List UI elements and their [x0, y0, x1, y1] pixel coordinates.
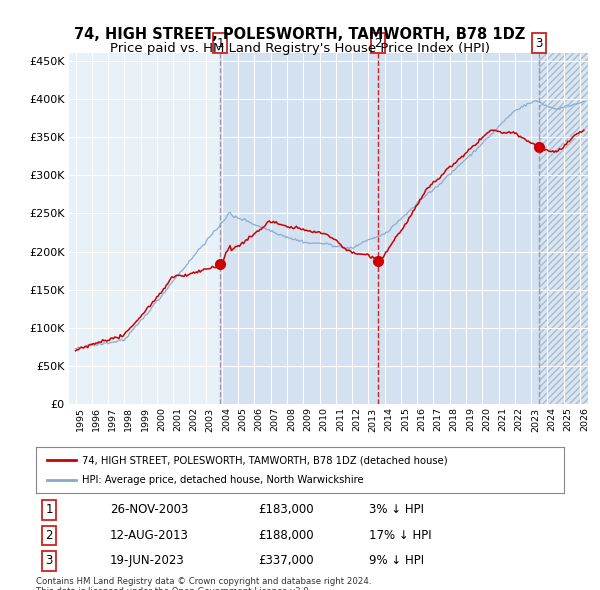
Text: 17% ↓ HPI: 17% ↓ HPI	[368, 529, 431, 542]
Text: Contains HM Land Registry data © Crown copyright and database right 2024.
This d: Contains HM Land Registry data © Crown c…	[36, 577, 371, 590]
Text: 2007: 2007	[271, 408, 280, 431]
Text: 2012: 2012	[352, 408, 361, 431]
Text: 12-AUG-2013: 12-AUG-2013	[110, 529, 189, 542]
Text: 2010: 2010	[320, 408, 329, 431]
Text: 74, HIGH STREET, POLESWORTH, TAMWORTH, B78 1DZ (detached house): 74, HIGH STREET, POLESWORTH, TAMWORTH, B…	[82, 455, 448, 466]
Text: 3% ↓ HPI: 3% ↓ HPI	[368, 503, 424, 516]
Text: 2026: 2026	[580, 408, 589, 431]
Text: 2009: 2009	[303, 408, 312, 431]
Text: 2008: 2008	[287, 408, 296, 431]
Text: 2024: 2024	[547, 408, 556, 431]
Bar	[539, 53, 588, 404]
Text: 2: 2	[46, 529, 53, 542]
Text: 2015: 2015	[401, 408, 410, 431]
Text: 2003: 2003	[206, 408, 215, 431]
Text: 2004: 2004	[222, 408, 231, 431]
Text: 2017: 2017	[433, 408, 442, 431]
Text: 2025: 2025	[563, 408, 572, 431]
Bar	[220, 53, 378, 404]
Text: 2022: 2022	[515, 408, 524, 431]
Text: £188,000: £188,000	[258, 529, 313, 542]
Text: 2021: 2021	[499, 408, 508, 431]
Text: Price paid vs. HM Land Registry's House Price Index (HPI): Price paid vs. HM Land Registry's House …	[110, 42, 490, 55]
Text: 19-JUN-2023: 19-JUN-2023	[110, 555, 185, 568]
Text: 2013: 2013	[368, 408, 377, 431]
Text: 2018: 2018	[450, 408, 459, 431]
Text: 2011: 2011	[336, 408, 345, 431]
Text: £337,000: £337,000	[258, 555, 313, 568]
Text: 2020: 2020	[482, 408, 491, 431]
Text: 2019: 2019	[466, 408, 475, 431]
Bar	[378, 53, 539, 404]
Text: £183,000: £183,000	[258, 503, 313, 516]
Text: 2002: 2002	[190, 408, 199, 431]
Text: 2005: 2005	[238, 408, 247, 431]
Text: 1996: 1996	[92, 408, 101, 431]
Text: 1: 1	[46, 503, 53, 516]
Text: 3: 3	[535, 37, 542, 50]
Text: 2001: 2001	[173, 408, 182, 431]
Text: 2023: 2023	[531, 408, 540, 431]
Text: 1999: 1999	[140, 408, 149, 431]
Text: 1995: 1995	[76, 408, 85, 431]
Text: 2016: 2016	[417, 408, 426, 431]
Bar	[539, 53, 588, 404]
Text: 9% ↓ HPI: 9% ↓ HPI	[368, 555, 424, 568]
Text: 2014: 2014	[385, 408, 394, 431]
Text: 3: 3	[46, 555, 53, 568]
Text: HPI: Average price, detached house, North Warwickshire: HPI: Average price, detached house, Nort…	[82, 475, 364, 485]
Text: 2000: 2000	[157, 408, 166, 431]
Text: 1: 1	[217, 37, 224, 50]
Text: 74, HIGH STREET, POLESWORTH, TAMWORTH, B78 1DZ: 74, HIGH STREET, POLESWORTH, TAMWORTH, B…	[74, 27, 526, 41]
Text: 2006: 2006	[254, 408, 263, 431]
Text: 26-NOV-2003: 26-NOV-2003	[110, 503, 188, 516]
Text: 1998: 1998	[124, 408, 133, 431]
Text: 2: 2	[374, 37, 382, 50]
Text: 1997: 1997	[108, 408, 117, 431]
